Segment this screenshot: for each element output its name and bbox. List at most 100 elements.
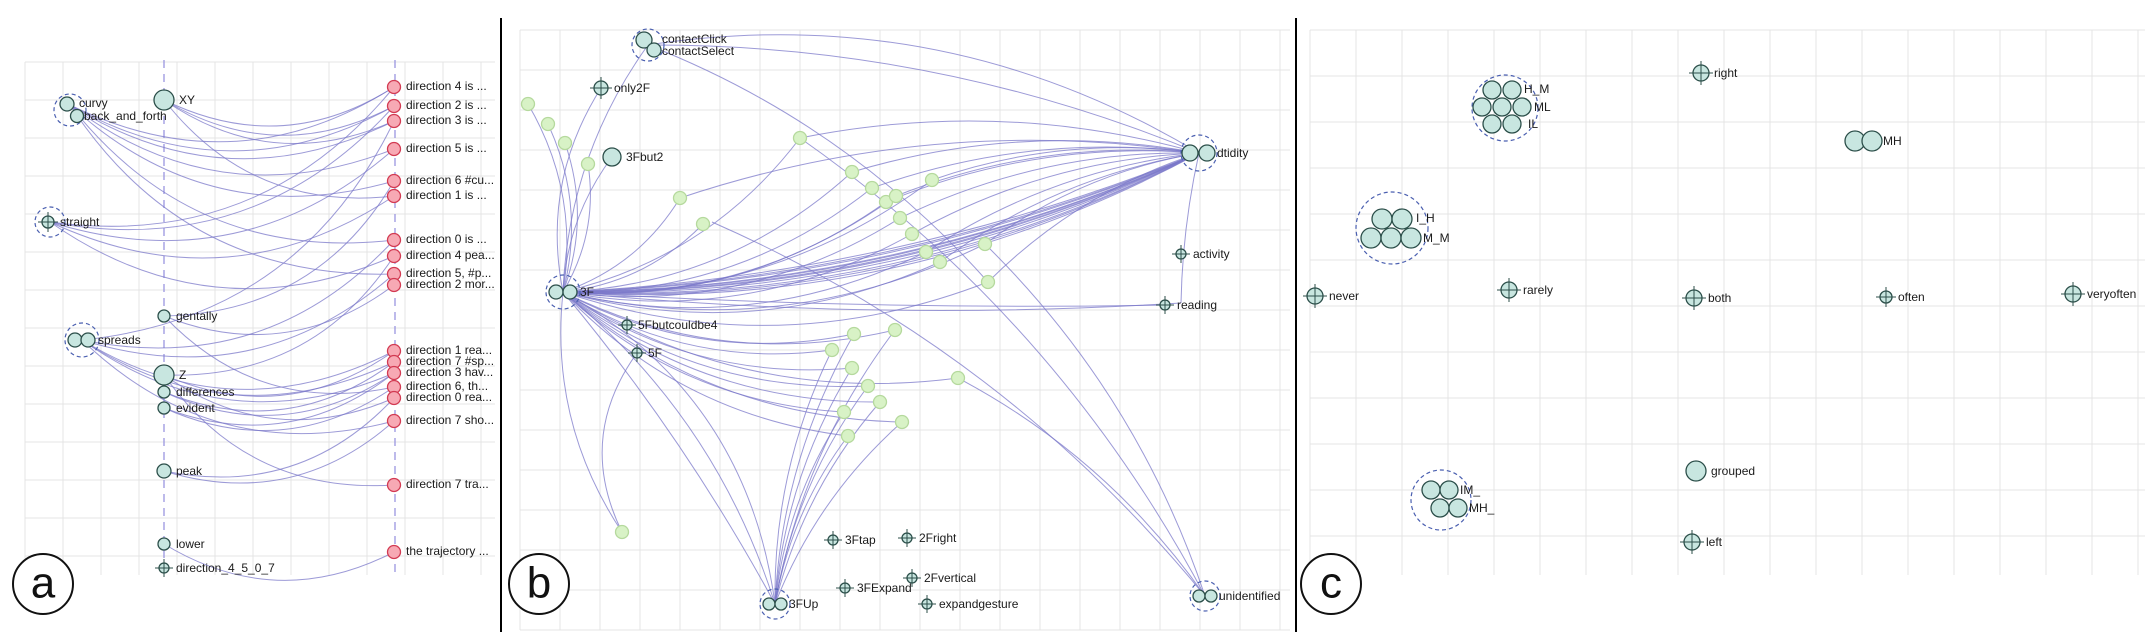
cluster-ring-hm (1471, 74, 1539, 142)
label-differences: differences (176, 385, 234, 399)
target-node (386, 365, 402, 381)
edge-a (49, 195, 395, 259)
label-contact-select: contactSelect (662, 44, 735, 58)
edge-b (562, 156, 613, 293)
hidden-node (824, 342, 840, 358)
node-3fbut2 (602, 147, 622, 167)
target-node (386, 390, 402, 406)
cluster-ring-3fup (759, 588, 791, 620)
edge-b (601, 352, 638, 533)
edge-a (163, 361, 395, 412)
hidden-node (918, 244, 934, 260)
edge-a (81, 120, 395, 341)
cluster-ring-unidentified (1189, 580, 1221, 612)
edge-b (1180, 152, 1200, 304)
edge-b (774, 349, 833, 605)
edge-b (984, 243, 1206, 597)
target-node (386, 79, 402, 95)
hidden-node (977, 236, 993, 252)
panel-badge-circle (1300, 553, 1362, 615)
edge-b (562, 152, 1200, 295)
target-label: direction 7 tra... (406, 477, 489, 491)
node-ih-cluster (1371, 208, 1393, 230)
node-differences (157, 385, 171, 399)
label-evident: evident (176, 401, 215, 415)
cluster-ring-im (1410, 469, 1472, 531)
edge-a (49, 86, 395, 227)
edge-b (562, 223, 704, 293)
node-dtidity-1 (1181, 144, 1199, 162)
target-node (386, 113, 402, 129)
hidden-node (840, 428, 856, 444)
label-mh2: MH_ (1469, 501, 1495, 515)
node-im-cluster (1421, 480, 1441, 500)
label-peak: peak (176, 464, 203, 478)
node-contact-click (635, 31, 653, 49)
node-hm-cluster (1492, 97, 1512, 117)
node-z (153, 364, 175, 386)
target-node (386, 98, 402, 114)
node-im-cluster (1439, 480, 1459, 500)
edge-a (81, 339, 395, 396)
edge-b (562, 152, 1200, 293)
edge-layer (49, 34, 1206, 605)
label-often: often (1898, 290, 1925, 304)
edge-b (562, 291, 903, 423)
node-ih-cluster (1400, 227, 1422, 249)
node-im-cluster (1430, 498, 1450, 518)
label-3fup: 3FUp (789, 597, 819, 611)
hidden-node (860, 378, 876, 394)
label-layer: direction 4 is ...direction 2 is ...dire… (60, 32, 2136, 611)
node-curvy (59, 96, 75, 112)
label-reading: reading (1177, 298, 1217, 312)
edge-a (163, 386, 395, 432)
node-mh-2 (1861, 130, 1883, 152)
hidden-node (872, 394, 888, 410)
edge-b (527, 103, 568, 293)
label-curvy: curvy (79, 96, 108, 110)
target-label: direction 5, #p... (406, 266, 491, 280)
node-spread-2 (80, 332, 96, 348)
edge-b (562, 152, 1200, 293)
hidden-node (888, 188, 904, 204)
target-label: direction 7 #sp... (406, 354, 494, 368)
cluster-ring-3f (545, 274, 581, 310)
label-mh: MH (1883, 134, 1902, 148)
edge-a (163, 420, 395, 484)
target-label: direction 0 is ... (406, 232, 487, 246)
node-unidentified (1192, 589, 1206, 603)
target-label: direction 4 is ... (406, 79, 487, 93)
edge-a (49, 105, 395, 231)
grid-layer (24, 29, 2145, 631)
label-veryoften: veryoften (2087, 287, 2136, 301)
hidden-node (980, 274, 996, 290)
label-il: IL (1528, 117, 1538, 131)
node-hm-cluster (1512, 97, 1532, 117)
edge-b (851, 140, 1200, 173)
edge-b (774, 333, 855, 605)
target-label: direction 5 is ... (406, 141, 487, 155)
target-node (386, 544, 402, 560)
node-spread (67, 332, 83, 348)
cluster-ring-spread (64, 322, 100, 358)
hidden-node (846, 326, 862, 342)
node-ih-cluster (1391, 208, 1413, 230)
edge-a (163, 543, 395, 581)
edge-a (49, 221, 395, 290)
edge-b (562, 291, 1166, 307)
edge-b (562, 291, 869, 388)
cluster-ring-contact (631, 28, 665, 62)
target-label: direction 1 rea... (406, 343, 492, 357)
edge-b (562, 142, 578, 293)
edge-b (774, 421, 903, 605)
cluster-ring-dtidity (1180, 134, 1218, 172)
hidden-node (950, 370, 966, 386)
edge-b (562, 152, 1200, 293)
target-node (386, 173, 402, 189)
panel-badge-letter: b (527, 559, 551, 608)
node-3fup-2 (774, 597, 788, 611)
hidden-node (792, 130, 808, 146)
hidden-node (844, 164, 860, 180)
edge-b (562, 291, 855, 344)
